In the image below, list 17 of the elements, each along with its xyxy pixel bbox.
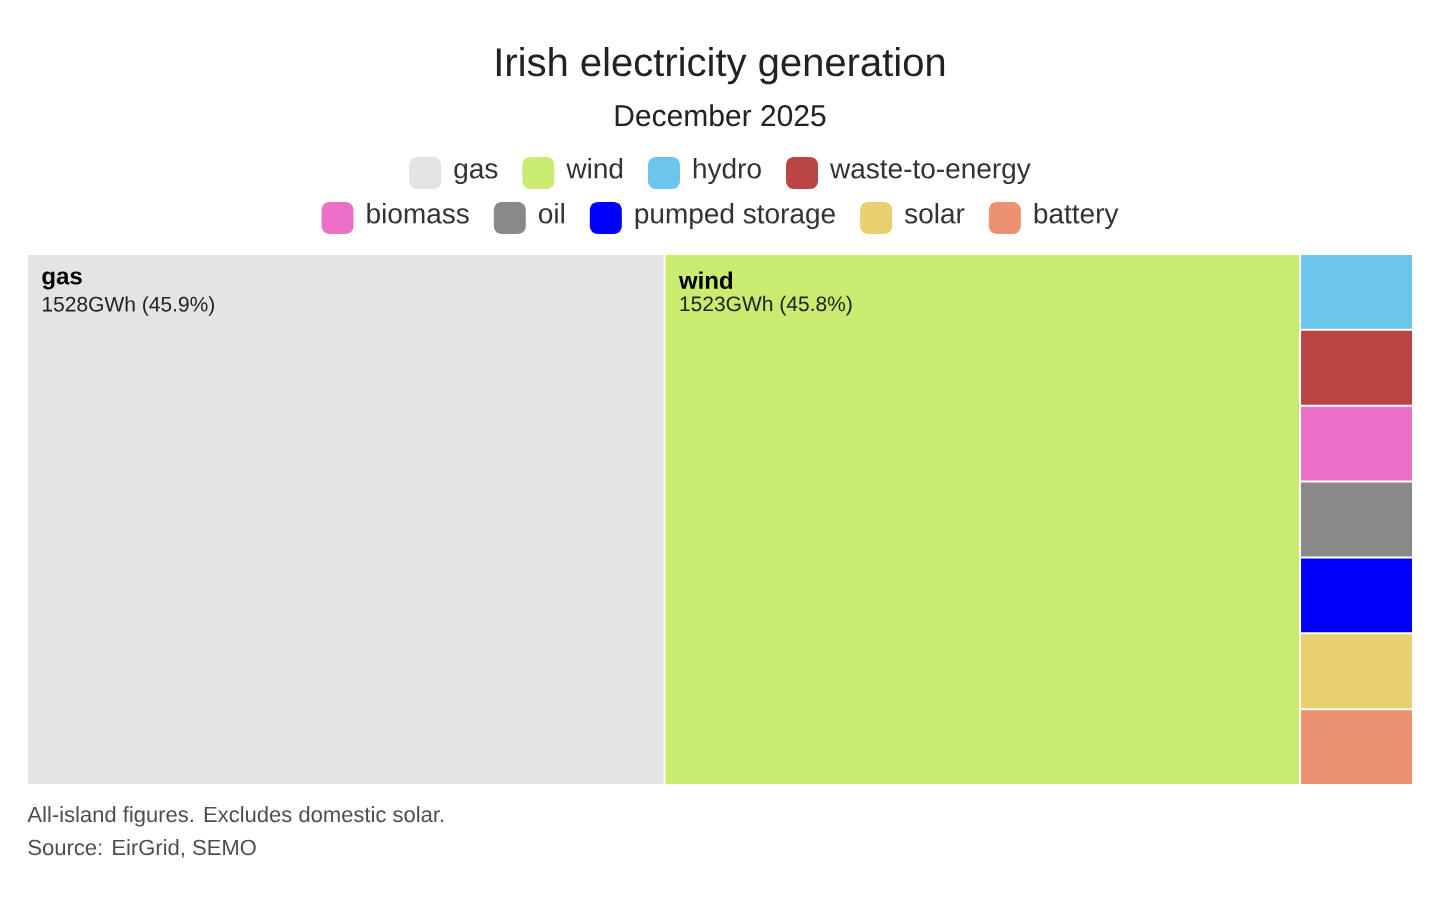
category-label: biomass [367, 202, 469, 224]
category-label: pumped storage [635, 202, 835, 230]
category-label: solar [904, 202, 965, 224]
category-label: battery [1034, 202, 1119, 230]
text: All-island figures. Excludes domestic solar. [27, 806, 444, 827]
category-label: gas [454, 163, 498, 185]
category-label: hydro [693, 157, 761, 185]
category-label: oil [538, 202, 564, 224]
category-label: gas [42, 271, 82, 290]
text: December 2025 [615, 104, 826, 127]
category-label: wind [678, 271, 733, 289]
data-label: 1523GWh (45.8%) [680, 295, 852, 316]
category-label: wind [566, 157, 623, 179]
category-label: waste-to-energy [829, 160, 1031, 185]
source-note: Source: EirGrid, SEMO [28, 839, 256, 858]
text: Irish electricity generation [496, 47, 945, 85]
data-label: 1528GWh (45.9%) [43, 296, 214, 316]
